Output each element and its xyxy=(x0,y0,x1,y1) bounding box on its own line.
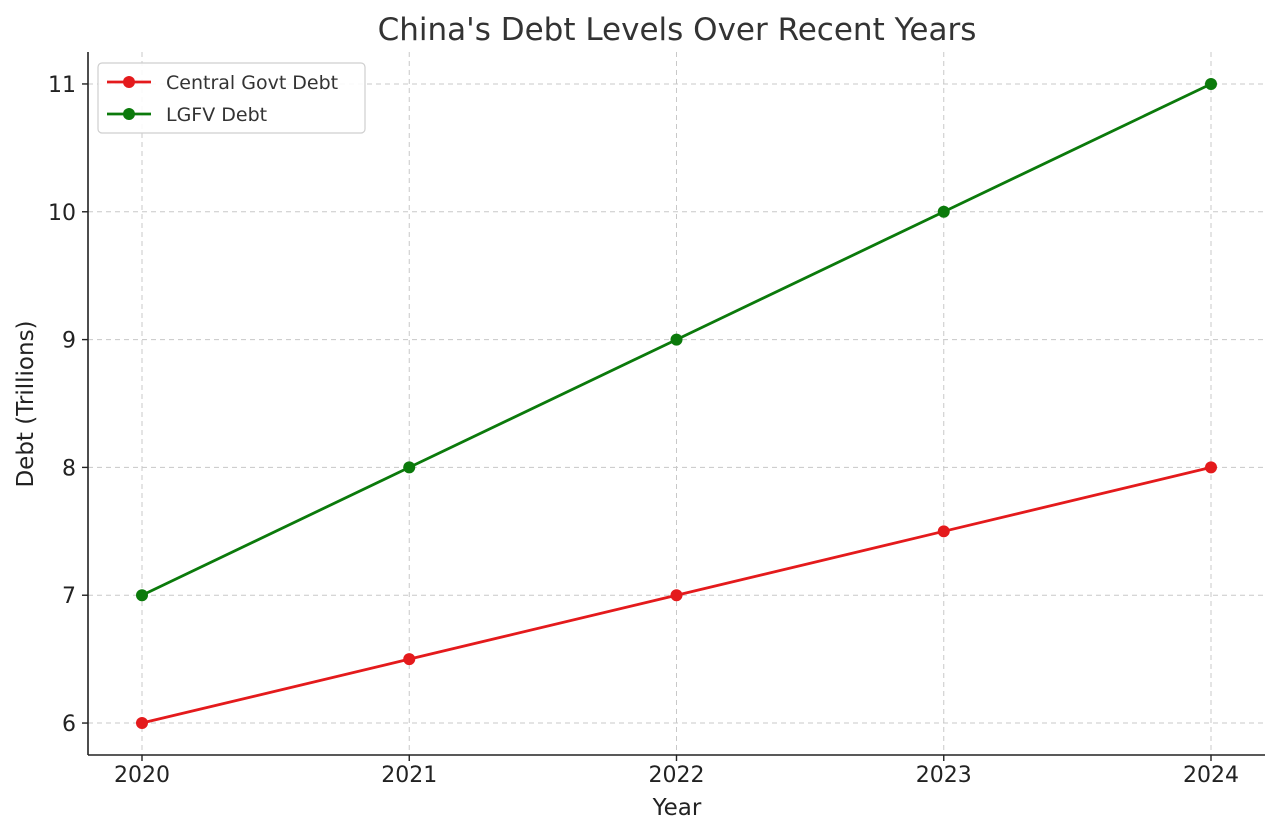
y-tick-label: 7 xyxy=(62,584,76,609)
legend-items: Central Govt Debt LGFV Debt xyxy=(107,72,338,126)
series-1 xyxy=(136,461,1217,730)
chart-title: China's Debt Levels Over Recent Years xyxy=(378,12,977,48)
x-tick-label: 2020 xyxy=(114,763,170,788)
data-point xyxy=(670,333,683,346)
series-layer xyxy=(136,77,1217,730)
y-axis-label: Debt (Trillions) xyxy=(13,320,39,487)
legend-entry: LGFV Debt xyxy=(107,104,267,126)
data-point xyxy=(670,589,683,602)
x-tick-label: 2023 xyxy=(916,763,972,788)
y-tick-label: 11 xyxy=(48,73,76,98)
y-tick-label: 10 xyxy=(48,201,76,226)
legend-entry: Central Govt Debt xyxy=(107,72,338,94)
legend: Central Govt Debt LGFV Debt xyxy=(97,62,366,134)
series-2 xyxy=(136,77,1217,602)
x-tick-label: 2024 xyxy=(1183,763,1239,788)
legend-marker xyxy=(123,108,135,120)
y-tick-labels: 6 7 8 9 10 11 xyxy=(48,73,88,737)
data-point xyxy=(937,525,950,538)
legend-label: Central Govt Debt xyxy=(166,72,338,94)
data-point xyxy=(1205,461,1217,474)
grid-lines xyxy=(88,52,1265,755)
y-tick-label: 8 xyxy=(62,456,76,481)
legend-box xyxy=(97,62,366,134)
data-point xyxy=(937,205,950,218)
y-tick-label: 9 xyxy=(62,329,76,354)
x-tick-labels: 2020 2021 2022 2023 2024 xyxy=(114,755,1239,788)
x-tick-label: 2022 xyxy=(649,763,705,788)
x-axis-label: Year xyxy=(652,795,702,821)
data-point xyxy=(136,717,148,730)
data-point xyxy=(403,653,416,666)
data-point xyxy=(403,461,416,474)
y-tick-label: 6 xyxy=(62,712,76,737)
legend-label: LGFV Debt xyxy=(166,104,267,126)
x-tick-label: 2021 xyxy=(381,763,437,788)
data-point xyxy=(136,589,148,602)
legend-marker xyxy=(123,76,135,88)
data-point xyxy=(1205,77,1217,90)
